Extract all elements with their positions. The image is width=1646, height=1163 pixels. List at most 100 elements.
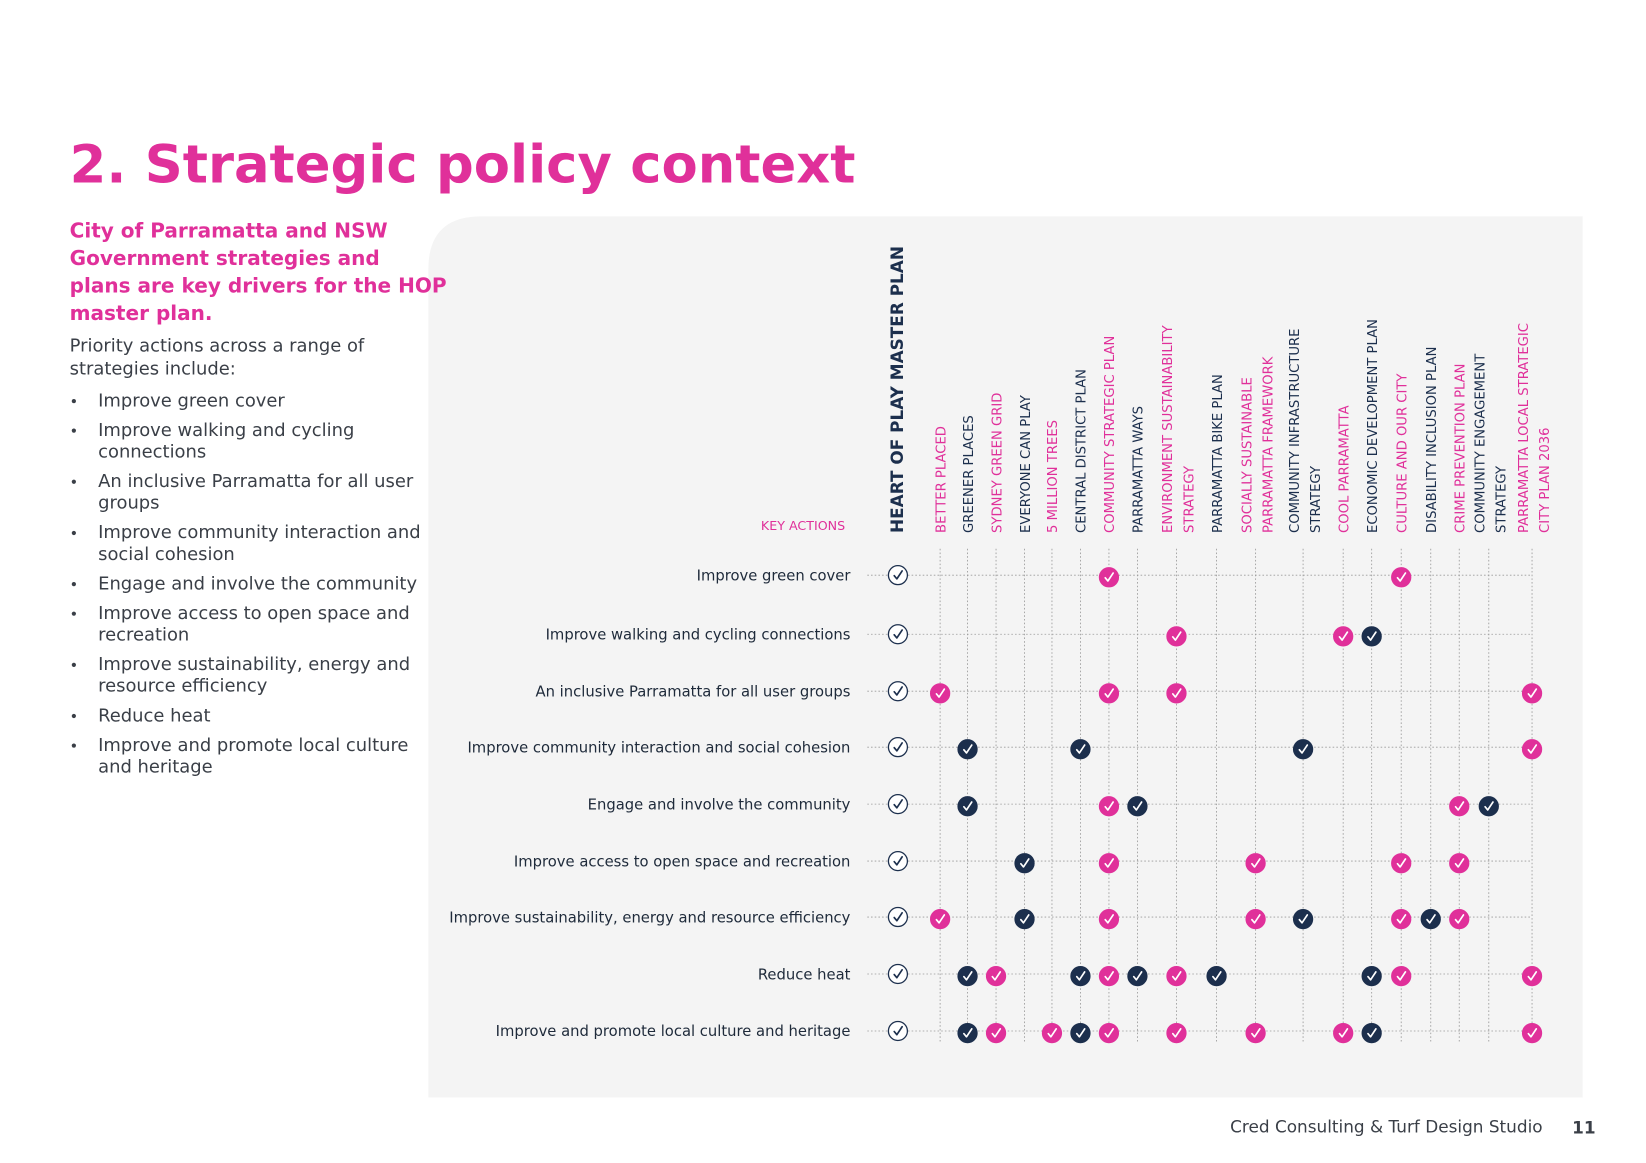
check-tick: [1367, 1028, 1377, 1038]
check-tick: [1212, 971, 1222, 981]
check-tick: [1527, 744, 1538, 754]
check-mark: [1391, 853, 1412, 874]
check-tick: [893, 742, 903, 752]
check-mark: [1521, 739, 1543, 760]
check-mark: [929, 909, 951, 930]
check-mark: [1166, 1022, 1187, 1044]
check-tick: [1171, 631, 1182, 641]
check-tick: [1132, 971, 1143, 981]
check-mark: [1070, 1022, 1091, 1044]
check-tick: [1104, 1028, 1115, 1038]
bullet-text: An inclusive Parramatta for all user: [98, 471, 414, 492]
page-number: 11: [1572, 1117, 1595, 1137]
check-tick: [991, 1028, 1002, 1038]
strategy-label: COMMUNITY INFRASTRUCTURE: [1288, 328, 1303, 532]
check-tick: [1484, 801, 1494, 811]
bullet-text: Improve sustainability, energy and: [98, 654, 410, 675]
intro-text: Priority actions across a range of: [70, 335, 365, 356]
intro-text: strategies include:: [70, 359, 236, 380]
action-label: Improve and promote local culture and he…: [496, 1023, 851, 1040]
check-mark: [929, 683, 951, 704]
check-tick: [1338, 1028, 1349, 1038]
strategy-label: 5 MILLION TREES: [1046, 420, 1061, 533]
check-mark: [887, 681, 909, 702]
strategy-label: PARRAMATTA FRAMEWORK: [1261, 356, 1276, 533]
intro-lead: master plan.: [70, 301, 213, 325]
check-mark: [1521, 965, 1543, 987]
strategy-label: COMMUNITY ENGAGEMENT: [1474, 353, 1489, 533]
check-tick: [1171, 688, 1182, 698]
check-mark: [1245, 909, 1266, 930]
check-mark: [1098, 965, 1120, 987]
strategy-label: COMMUNITY STRATEGIC PLAN: [1103, 336, 1118, 533]
strategy-label: ENVIRONMENT SUSTAINABILITY: [1161, 324, 1176, 533]
strategy-label: GREENER PLACES: [962, 415, 977, 533]
bullet-text: social cohesion: [98, 544, 235, 565]
strategy-label: ECONOMIC DEVELOPMENT PLAN: [1366, 319, 1381, 533]
action-label: An inclusive Parramatta for all user gro…: [536, 684, 851, 701]
check-mark: [887, 737, 909, 758]
check-tick: [1075, 971, 1086, 981]
check-mark: [1449, 796, 1470, 817]
bullet-dot: [71, 479, 76, 484]
check-mark: [887, 794, 909, 815]
check-mark: [1245, 1022, 1266, 1044]
check-mark: [1521, 1022, 1543, 1044]
strategy-label: HEART OF PLAY MASTER PLAN: [887, 246, 907, 533]
strategy-label: SYDNEY GREEN GRID: [990, 393, 1005, 533]
check-mark: [1098, 796, 1120, 817]
bullet-text: Improve green cover: [98, 390, 285, 411]
intro-lead: Government strategies and: [70, 246, 380, 270]
intro-lead: plans are key drivers for the HOP: [70, 273, 447, 297]
bullet-text: groups: [98, 493, 159, 514]
check-mark: [1166, 683, 1187, 704]
check-mark: [1127, 796, 1148, 817]
check-tick: [1171, 971, 1182, 981]
check-tick: [1396, 858, 1407, 868]
action-label: Improve community interaction and social…: [467, 739, 850, 756]
check-mark: [887, 963, 909, 985]
bullet-dot: [71, 398, 76, 404]
check-mark: [1098, 853, 1120, 874]
check-mark: [1070, 739, 1091, 760]
check-tick: [1075, 744, 1086, 754]
check-tick: [963, 744, 973, 754]
bullet-text: recreation: [98, 625, 189, 646]
check-mark: [1391, 567, 1412, 588]
check-mark: [1449, 909, 1470, 930]
strategy-label: STRATEGY: [1182, 465, 1197, 533]
strategy-label: EVERYONE CAN PLAY: [1019, 394, 1034, 533]
check-mark: [1420, 909, 1441, 930]
check-tick: [893, 911, 903, 922]
check-mark: [957, 1022, 978, 1044]
check-tick: [893, 1025, 903, 1036]
strategy-label: PARRAMATTA WAYS: [1132, 406, 1147, 533]
check-tick: [1075, 1028, 1086, 1038]
check-tick: [1251, 1028, 1261, 1038]
check-tick: [1171, 1028, 1182, 1038]
action-label: Reduce heat: [758, 966, 851, 983]
check-mark: [1292, 739, 1314, 760]
check-tick: [1104, 572, 1115, 582]
check-tick: [893, 686, 903, 696]
strategy-label: DISABILITY INCLUSION PLAN: [1425, 347, 1440, 533]
key-actions-label: KEY ACTIONS: [761, 518, 845, 533]
check-tick: [1104, 914, 1115, 924]
check-mark: [1361, 1022, 1382, 1044]
strategy-label: CRIME PREVENTION PLAN: [1454, 363, 1469, 533]
bullet-dot: [71, 428, 76, 433]
check-mark: [1361, 965, 1382, 987]
check-mark: [1098, 909, 1120, 930]
bullet-dot: [71, 582, 76, 587]
strategy-label: CITY PLAN 2036: [1538, 427, 1553, 533]
check-mark: [957, 739, 978, 760]
check-mark: [1361, 626, 1382, 647]
check-tick: [1132, 801, 1143, 811]
check-tick: [1104, 688, 1115, 698]
check-tick: [1396, 914, 1407, 924]
check-mark: [887, 1020, 909, 1042]
check-mark: [1449, 853, 1470, 874]
bullet-text: Improve walking and cycling: [98, 420, 354, 441]
check-mark: [1166, 626, 1187, 647]
